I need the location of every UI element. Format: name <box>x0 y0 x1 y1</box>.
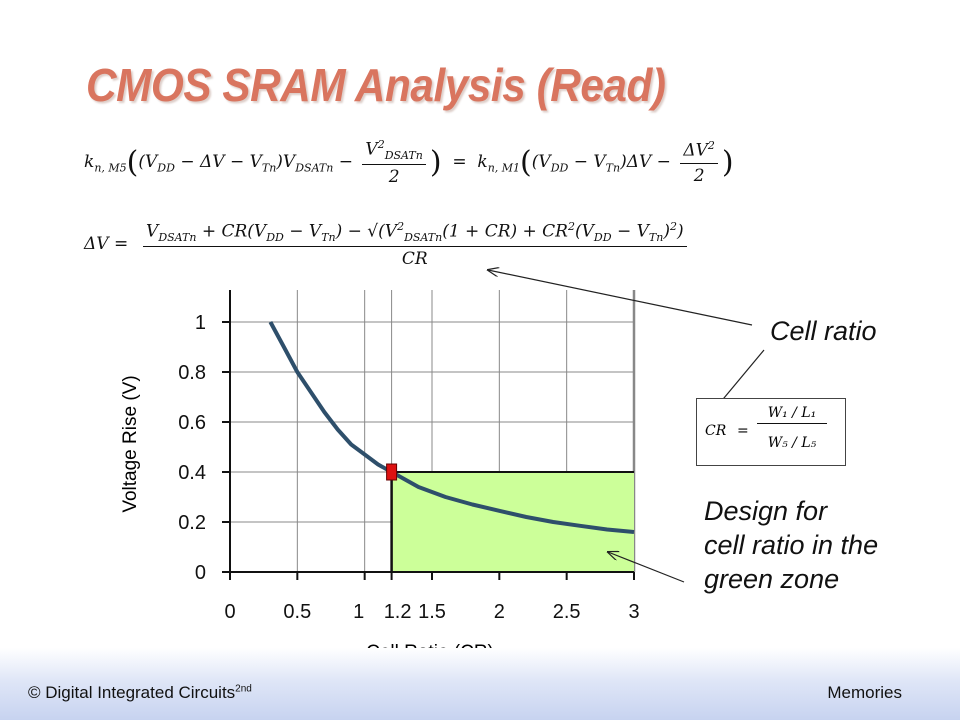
x-tick-label: 1.2 <box>384 601 412 623</box>
eq1-k-right: k <box>477 152 488 173</box>
equation-read-current-balance: kn, M5((VDD − ΔV − VTn)VDSATn − V2DSATn 2… <box>84 138 734 188</box>
equation-delta-v: ΔV = VDSATn + CR(VDD − VTn) − √(V2DSATn(… <box>84 220 691 269</box>
x-tick-label: 2.5 <box>553 601 581 623</box>
chart-axes <box>222 290 635 580</box>
y-tick-label: 0.2 <box>178 512 206 534</box>
cr-formula-lhs: CR <box>705 423 727 439</box>
cr-formula-eq: = <box>737 423 749 439</box>
x-tick-label: 0 <box>224 601 235 623</box>
y-tick-label: 0.6 <box>178 412 206 434</box>
footer-section: Memories <box>827 683 902 702</box>
slide-title: CMOS SRAM Analysis (Read) <box>86 59 666 111</box>
x-tick-label: 3 <box>628 601 639 623</box>
operating-point-marker <box>386 463 398 481</box>
footer-course: © Digital Integrated Circuits2nd <box>28 683 252 703</box>
cr-formula-denominator: W₅ / L₅ <box>767 435 817 451</box>
design-note-line1: Design for <box>704 496 828 526</box>
footer-course-edition: 2nd <box>235 683 252 695</box>
design-note: Design for cell ratio in the green zone <box>704 494 878 596</box>
eq2-denominator: CR <box>401 249 428 270</box>
x-tick-label: 1 <box>353 601 364 623</box>
y-tick-label: 0.8 <box>178 362 206 384</box>
cell-ratio-formula-box: CR = W₁ / L₁ W₅ / L₅ <box>696 398 846 466</box>
y-tick-label: 0.4 <box>178 462 206 484</box>
design-note-line3: green zone <box>704 564 840 594</box>
design-note-line2: cell ratio in the <box>704 530 879 560</box>
green-zone-arrow <box>608 552 685 583</box>
green-zone <box>391 472 634 572</box>
x-tick-label: 0.5 <box>283 601 311 623</box>
y-tick-label: 0 <box>195 562 206 584</box>
eq2-lhs: ΔV <box>84 234 109 255</box>
cr-formula-numerator: W₁ / L₁ <box>757 405 827 424</box>
footer-course-text: © Digital Integrated Circuits <box>28 683 236 702</box>
eq1-k-left-sub: n, M5 <box>94 161 127 175</box>
footer-band <box>0 648 960 720</box>
y-tick-label: 1 <box>195 312 206 334</box>
y-axis-label: Voltage Rise (V) <box>120 375 141 512</box>
cell-ratio-annotation: Cell ratio <box>770 316 877 346</box>
chart-tick-labels: 0 0.5 1 1.2 1.5 2 2.5 3 0 0.2 0.4 0.6 0.8 1 <box>178 312 639 623</box>
x-tick-label: 2 <box>494 601 505 623</box>
cell-ratio-arrow-to-eq <box>488 270 753 326</box>
eq1-k-left: k <box>84 152 95 173</box>
eq1-k-right-sub: n, M1 <box>487 161 521 175</box>
x-tick-label: 1.5 <box>418 601 446 623</box>
